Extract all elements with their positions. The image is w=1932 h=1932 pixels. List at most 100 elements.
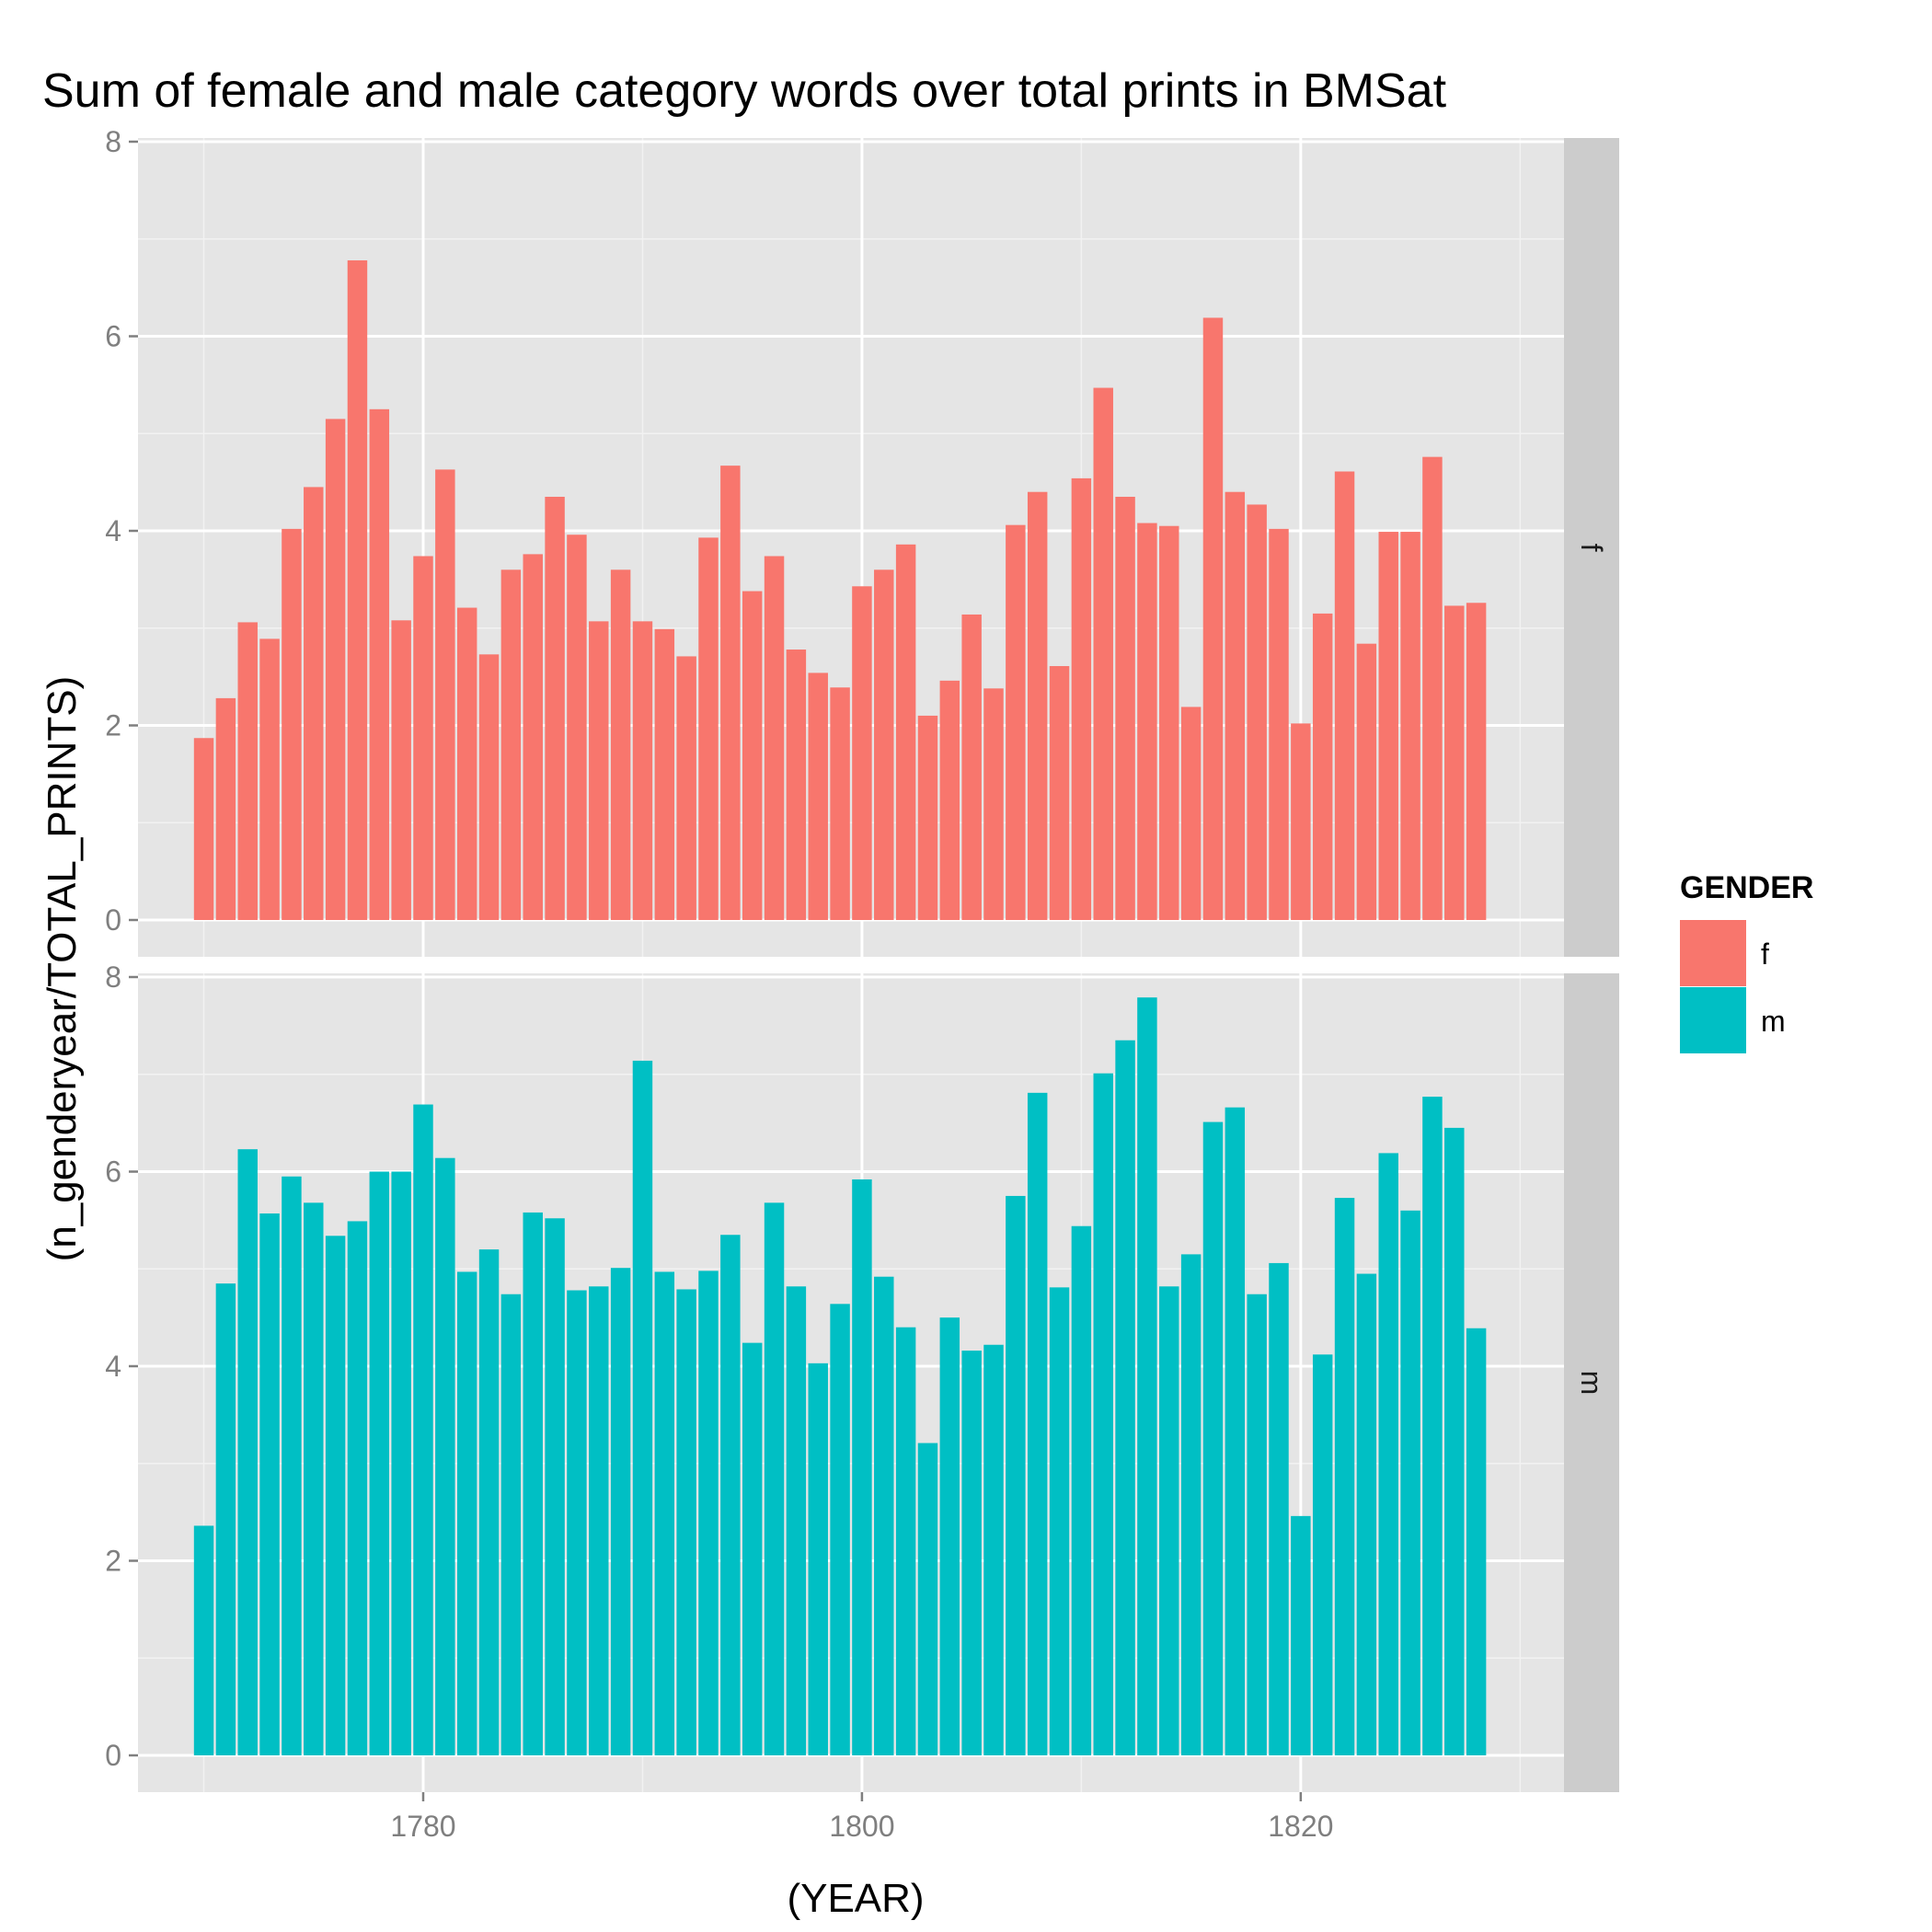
bar-m-1817: [1225, 1107, 1246, 1755]
facet-panels: 0 2 4 6 8 f 0 2 4 6 8 m: [105, 125, 1619, 1792]
bar-m-1823: [1356, 1273, 1377, 1755]
bar-m-1787: [567, 1290, 587, 1755]
bar-f-1802: [895, 544, 916, 920]
x-tick-label: 1780: [390, 1810, 455, 1843]
bar-f-1800: [852, 586, 872, 920]
bar-m-1800: [852, 1179, 872, 1755]
bar-m-1813: [1137, 997, 1157, 1755]
bar-f-1785: [523, 554, 543, 920]
bar-m-1825: [1400, 1210, 1420, 1755]
facet-strip: [1564, 138, 1619, 957]
x-tick-label: 1800: [829, 1810, 894, 1843]
bar-m-1815: [1180, 1254, 1202, 1755]
bar-f-1805: [961, 614, 982, 920]
legend-key-m: [1680, 987, 1746, 1053]
bar-f-1789: [610, 569, 631, 920]
bar-f-1812: [1115, 496, 1135, 920]
legend-title: GENDER: [1680, 870, 1813, 905]
bar-f-1796: [764, 556, 785, 920]
bar-m-1791: [654, 1271, 675, 1755]
bar-m-1827: [1444, 1127, 1465, 1755]
bar-f-1775: [304, 487, 324, 920]
bar-f-1798: [808, 673, 828, 920]
bar-f-1772: [237, 622, 258, 920]
y-tick-label: 8: [105, 125, 121, 158]
bar-f-1793: [698, 537, 719, 920]
bar-f-1788: [589, 621, 609, 920]
y-tick-label: 0: [105, 903, 121, 937]
legend-label-m: m: [1761, 1005, 1786, 1038]
x-tick-label: 1820: [1268, 1810, 1333, 1843]
bar-m-1802: [895, 1327, 916, 1755]
bar-f-1808: [1027, 491, 1048, 920]
bar-m-1797: [786, 1286, 807, 1755]
bar-m-1795: [742, 1342, 763, 1755]
bar-m-1806: [983, 1344, 1004, 1755]
bar-f-1806: [983, 688, 1004, 920]
bar-f-1784: [500, 569, 522, 920]
y-tick-label: 8: [105, 960, 121, 994]
bar-f-1792: [676, 656, 696, 920]
y-tick-label: 6: [105, 320, 121, 353]
bar-f-1807: [1006, 524, 1026, 920]
bar-f-1828: [1466, 603, 1487, 920]
y-tick-label: 6: [105, 1156, 121, 1189]
bar-m-1826: [1422, 1097, 1443, 1755]
y-tick-label: 4: [105, 514, 121, 547]
bar-m-1819: [1269, 1262, 1289, 1755]
bar-m-1780: [413, 1104, 433, 1755]
bar-f-1814: [1159, 525, 1179, 920]
facet-strip: [1564, 973, 1619, 1792]
bar-m-1820: [1291, 1515, 1311, 1755]
bar-m-1808: [1027, 1092, 1048, 1755]
bar-m-1778: [369, 1171, 390, 1755]
x-axis: 1780 1800 1820: [390, 1792, 1333, 1843]
bar-m-1803: [917, 1443, 938, 1755]
bar-m-1822: [1334, 1198, 1355, 1755]
bar-m-1812: [1115, 1040, 1135, 1755]
bar-m-1770: [193, 1525, 214, 1755]
bar-f-1777: [347, 260, 368, 920]
legend-key-f: [1680, 920, 1746, 986]
bar-m-1783: [478, 1249, 500, 1755]
bar-m-1784: [500, 1294, 522, 1755]
bar-m-1772: [237, 1149, 258, 1755]
bar-f-1819: [1269, 528, 1289, 920]
bar-f-1824: [1378, 532, 1398, 920]
bar-m-1788: [589, 1286, 609, 1755]
bar-f-1794: [720, 466, 741, 920]
legend: GENDER f m: [1680, 870, 1813, 1053]
bar-f-1826: [1422, 456, 1443, 920]
bar-f-1799: [830, 687, 850, 920]
bar-m-1781: [435, 1157, 455, 1755]
y-tick-label: 2: [105, 1545, 121, 1578]
bar-f-1786: [545, 496, 565, 920]
bar-m-1786: [545, 1218, 565, 1755]
bar-m-1821: [1312, 1354, 1333, 1755]
bar-f-1791: [654, 628, 675, 920]
bar-m-1782: [456, 1271, 477, 1755]
bar-m-1801: [874, 1276, 894, 1755]
bar-f-1787: [567, 535, 587, 920]
bar-m-1816: [1202, 1121, 1224, 1755]
bar-m-1775: [304, 1202, 324, 1755]
bar-m-1792: [676, 1289, 696, 1755]
bar-f-1801: [874, 569, 894, 920]
bar-m-1811: [1093, 1073, 1113, 1755]
bar-f-1774: [282, 528, 302, 920]
chart-title: Sum of female and male category words ov…: [42, 64, 1447, 118]
bar-m-1810: [1071, 1225, 1092, 1755]
bar-f-1773: [259, 638, 280, 920]
facet-panel-m: 0 2 4 6 8 m: [105, 960, 1619, 1792]
bar-m-1824: [1378, 1153, 1398, 1755]
bar-m-1771: [215, 1283, 236, 1755]
bar-m-1805: [961, 1351, 982, 1755]
bar-m-1799: [830, 1304, 850, 1755]
bar-f-1810: [1071, 477, 1092, 920]
bar-m-1796: [764, 1202, 785, 1755]
bar-f-1770: [193, 738, 214, 920]
bar-m-1814: [1159, 1286, 1179, 1755]
bar-f-1813: [1137, 523, 1157, 920]
bar-m-1818: [1247, 1294, 1267, 1755]
bar-m-1794: [720, 1235, 741, 1755]
